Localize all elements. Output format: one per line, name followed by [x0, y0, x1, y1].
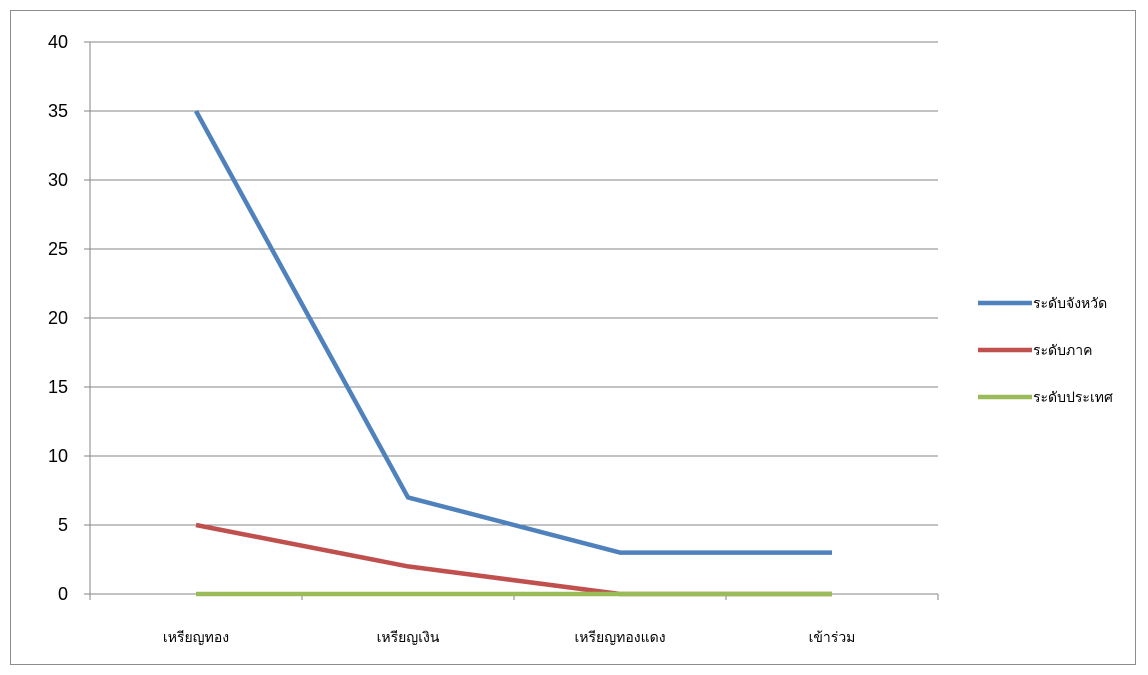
series-line-0 [194, 109, 832, 555]
series-line-1 [195, 522, 832, 597]
legend-label-0: ระดับจังหวัด [1033, 296, 1107, 312]
y-axis-tick-labels: 0 5 10 15 20 25 30 35 40 [48, 32, 68, 604]
x-category-label-1: เหรียญเงิน [377, 630, 440, 646]
legend-label-2: ระดับประเทศ [1033, 390, 1113, 406]
y-tick-label-30: 30 [48, 170, 68, 190]
y-tick-label-5: 5 [58, 515, 68, 535]
y-tick-label-15: 15 [48, 377, 68, 397]
chart-frame [10, 10, 1136, 665]
legend-label-1: ระดับภาค [1033, 343, 1092, 359]
gridlines [90, 41, 938, 526]
y-tick-label-35: 35 [48, 101, 68, 121]
y-tick-label-25: 25 [48, 239, 68, 259]
axes [84, 41, 939, 600]
x-category-label-3: เข้าร่วม [809, 630, 856, 646]
x-axis-category-labels: เหรียญทอง เหรียญเงิน เหรียญทองแดง เข้าร่วม [163, 630, 855, 646]
y-tick-label-0: 0 [58, 584, 68, 604]
x-category-label-0: เหรียญทอง [163, 630, 229, 646]
y-tick-label-10: 10 [48, 446, 68, 466]
series-lines [194, 109, 833, 597]
y-tick-label-40: 40 [48, 32, 68, 52]
y-tick-label-20: 20 [48, 308, 68, 328]
x-category-label-2: เหรียญทองแดง [574, 630, 665, 646]
